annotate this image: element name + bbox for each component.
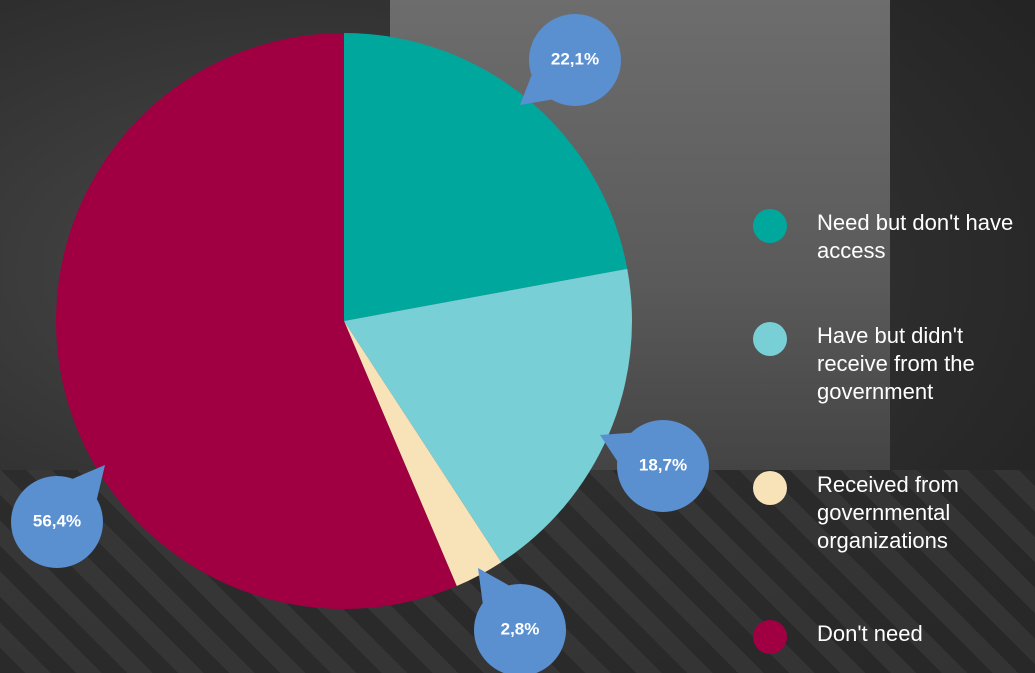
legend-swatch (753, 471, 787, 505)
legend-label: Need but don't have access (817, 209, 1033, 265)
value-label: 2,8% (501, 619, 540, 638)
value-label: 22,1% (551, 49, 599, 68)
value-label: 18,7% (639, 455, 687, 474)
legend-label: Don't need (817, 620, 1033, 648)
value-label: 56,4% (33, 511, 81, 530)
legend-label: Have but didn't receive from the governm… (817, 322, 1033, 406)
legend-label: Received from governmental organizations (817, 471, 1033, 555)
legend-swatch (753, 209, 787, 243)
page: 22,1%18,7%2,8%56,4% (() => { const data … (0, 0, 1035, 673)
legend-swatch (753, 322, 787, 356)
legend-swatch (753, 620, 787, 654)
